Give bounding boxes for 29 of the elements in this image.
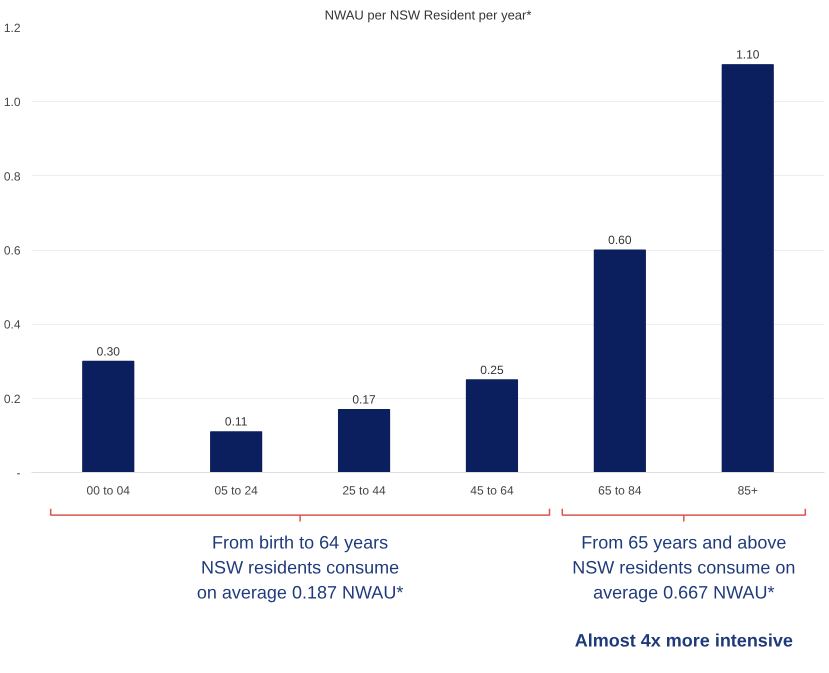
data-label: 1.10 [736,48,760,62]
chart-title: NWAU per NSW Resident per year* [324,8,532,22]
y-tick-label: 0.4 [4,318,21,332]
data-label: 0.25 [480,362,504,377]
text: From 65 years and above NSW residents consume on average 0.667 NWAU* [572,532,796,603]
x-tick-label: 25 to 44 [342,484,386,498]
bar [82,360,134,472]
x-tick-label: 65 to 84 [598,484,642,498]
x-tick-label: 00 to 04 [86,484,130,498]
data-label: 0.11 [224,414,248,429]
data-label: 0.60 [608,233,632,247]
bar [338,408,390,472]
y-tick-label: 1.2 [4,21,21,35]
y-tick-label: 0.2 [4,392,21,406]
text: From birth to 64 years NSW residents consume on average 0.187 NWAU* [196,532,404,603]
text: Almost 4x more intensive [574,630,793,650]
bar [466,379,518,472]
x-tick-label: 45 to 64 [470,484,514,498]
x-tick-label: 85+ [738,484,758,498]
bar [594,250,646,472]
data-label: 0.17 [352,392,376,406]
bar [722,64,774,472]
data-label: 0.30 [96,344,120,358]
y-tick-label: - [16,466,21,480]
bar [210,431,262,472]
y-tick-label: 1.0 [4,95,21,110]
x-tick-label: 05 to 24 [214,484,258,498]
y-tick-label: 0.6 [4,244,21,258]
y-tick-label: 0.8 [4,169,21,184]
